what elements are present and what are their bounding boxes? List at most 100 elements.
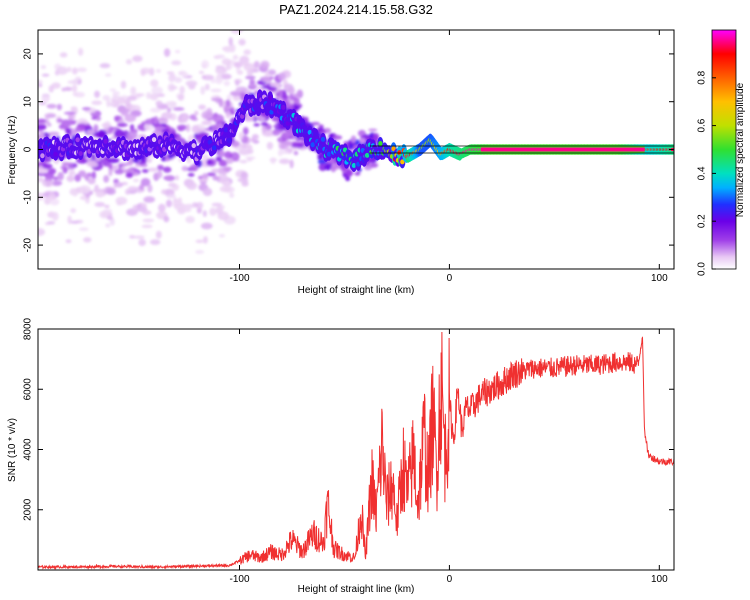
spectrogram-blob <box>125 172 134 178</box>
spectrogram-blob <box>67 80 78 85</box>
spectrogram-blob <box>65 128 72 135</box>
spectrogram-blob <box>183 203 195 209</box>
spectrogram-blob <box>44 171 54 180</box>
spectrogram-blob <box>247 148 254 154</box>
spectrogram-blob <box>71 67 78 75</box>
ridge-core <box>281 104 286 110</box>
spectrogram-blob <box>75 125 86 132</box>
spectrogram-blob <box>168 182 177 188</box>
spectrogram-blob <box>246 69 254 77</box>
spectrogram-blob <box>220 205 225 210</box>
spectrogram-blob <box>201 60 210 69</box>
spectrogram-blob <box>151 86 163 95</box>
spectrogram-blob <box>104 73 112 77</box>
spectrogram-blob <box>164 175 175 182</box>
spectrogram-blob <box>249 79 256 86</box>
spectrogram-blob <box>140 70 146 76</box>
spectrogram-blob <box>86 160 99 168</box>
ridge-core <box>400 159 405 165</box>
ridge-core <box>267 95 273 101</box>
spectrogram-blob <box>260 85 273 89</box>
spectrogram-blob <box>243 62 256 72</box>
spectrogram-blob <box>202 210 207 218</box>
ridge-core <box>191 143 196 149</box>
spectrogram-blob <box>61 161 69 166</box>
spectrogram-blob <box>372 132 379 140</box>
spectrogram-blob <box>78 47 84 56</box>
snr-series-line <box>38 331 674 570</box>
spectrogram-blob <box>235 86 248 93</box>
spectrogram-blob <box>78 170 87 177</box>
ridge-core <box>326 151 332 157</box>
spectrogram-blob <box>63 111 76 115</box>
spectrogram-blob <box>160 189 167 195</box>
snr-x-ticks: -100 0 100 <box>229 329 668 585</box>
spectrogram-blob <box>124 98 131 107</box>
ridge-core <box>256 107 261 113</box>
spectrogram-blob <box>228 37 233 46</box>
spectrogram-blob <box>166 71 175 75</box>
spectrogram-blob <box>150 79 159 88</box>
spectrogram-blob <box>206 158 212 166</box>
spectrogram-blob <box>46 114 57 118</box>
spectrogram-blob <box>45 179 51 187</box>
spectrogram-blob <box>48 192 57 201</box>
spectrogram-blob <box>239 159 248 164</box>
spectrogram-blob <box>93 124 99 133</box>
spectrogram-blob <box>350 135 357 143</box>
spectrogram-blob <box>38 177 44 183</box>
spectrogram-image <box>38 30 674 254</box>
spectrogram-blob <box>354 171 361 176</box>
spectrogram-blob <box>140 177 151 187</box>
spectrogram-blob <box>168 73 176 83</box>
spectrogram-blob <box>74 173 82 182</box>
spectrogram-blob <box>221 58 231 66</box>
spectrogram-blob <box>217 211 229 221</box>
spectrogram-blob <box>61 87 66 92</box>
stable-tone-core <box>480 147 645 152</box>
ridge-core <box>226 138 232 143</box>
spectrogram-blob <box>66 175 75 182</box>
spectrogram-blob <box>114 169 124 175</box>
spectrogram-blob <box>318 124 324 129</box>
spectrogram-blob <box>369 162 379 168</box>
spectrogram-blob <box>181 72 189 78</box>
spectrogram-blob <box>198 175 203 180</box>
spectrogram-blob <box>225 110 232 119</box>
spectrogram-blob <box>68 170 76 176</box>
spectrogram-blob <box>70 129 79 134</box>
spectrogram-blob <box>62 167 68 174</box>
spectrogram-blob <box>200 222 213 230</box>
spectrogram-blob <box>127 131 138 140</box>
spectrogram-blob <box>127 186 138 191</box>
spectrogram-blob <box>42 163 53 169</box>
spectrogram-blob <box>155 100 163 107</box>
spectrogram-blob <box>195 249 205 254</box>
spectrogram-blob <box>41 94 50 103</box>
spectrogram-blob <box>174 76 183 83</box>
ridge-core <box>223 127 229 133</box>
spectrogram-blob <box>218 159 228 167</box>
spectrogram-blob <box>57 171 64 181</box>
spectrogram-blob <box>68 113 76 120</box>
spectrogram-blob <box>153 116 159 125</box>
y-tick-label: -10 <box>23 190 34 205</box>
spectrogram-blob <box>228 63 233 70</box>
spectrogram-blob <box>141 168 149 173</box>
spectrogram-blob <box>163 215 170 223</box>
spectrogram-blob <box>114 115 120 122</box>
spectrogram-blob <box>186 181 198 190</box>
spectrogram-blob <box>201 74 207 80</box>
spectrogram-blob <box>181 165 189 172</box>
spectrogram-blob <box>125 188 130 195</box>
spectrogram-blob <box>133 178 140 183</box>
spectrogram-blob <box>250 137 256 143</box>
ridge-core <box>364 152 370 158</box>
spectrogram-blob <box>145 157 153 164</box>
spectrogram-blob <box>41 73 50 77</box>
y-tick-label: 4000 <box>23 438 34 461</box>
spectrogram-blob <box>185 80 198 87</box>
spectrogram-blob <box>51 180 63 186</box>
colorbar-label: Normalized spectral amplitude <box>735 82 746 217</box>
